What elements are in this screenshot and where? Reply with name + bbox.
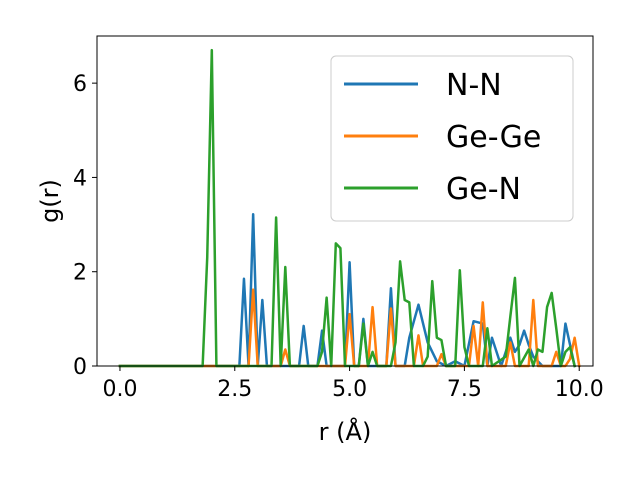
plot-area-frame bbox=[96, 35, 594, 367]
y-tick-label: 4 bbox=[73, 166, 87, 191]
legend: N-N Ge-Ge Ge-N bbox=[330, 55, 574, 222]
legend-label-ge-ge: Ge-Ge bbox=[446, 120, 541, 155]
y-axis-label: g(r) bbox=[36, 179, 64, 223]
legend-label-n-n: N-N bbox=[446, 68, 502, 103]
x-axis: 0.0 2.5 5.0 7.5 10.0 bbox=[102, 366, 604, 402]
x-tick-label: 5.0 bbox=[332, 377, 367, 402]
y-tick-label: 6 bbox=[73, 72, 87, 97]
x-tick-label: 2.5 bbox=[217, 377, 252, 402]
legend-box bbox=[330, 55, 574, 222]
y-axis: 0 2 4 6 bbox=[73, 72, 97, 380]
y-tick-label: 0 bbox=[73, 355, 87, 380]
y-tick-label: 2 bbox=[73, 261, 87, 286]
legend-label-ge-n: Ge-N bbox=[446, 172, 521, 207]
x-axis-label: r (Å) bbox=[319, 417, 372, 446]
x-tick-label: 10.0 bbox=[555, 377, 604, 402]
x-tick-label: 0.0 bbox=[102, 377, 137, 402]
x-tick-label: 7.5 bbox=[447, 377, 482, 402]
